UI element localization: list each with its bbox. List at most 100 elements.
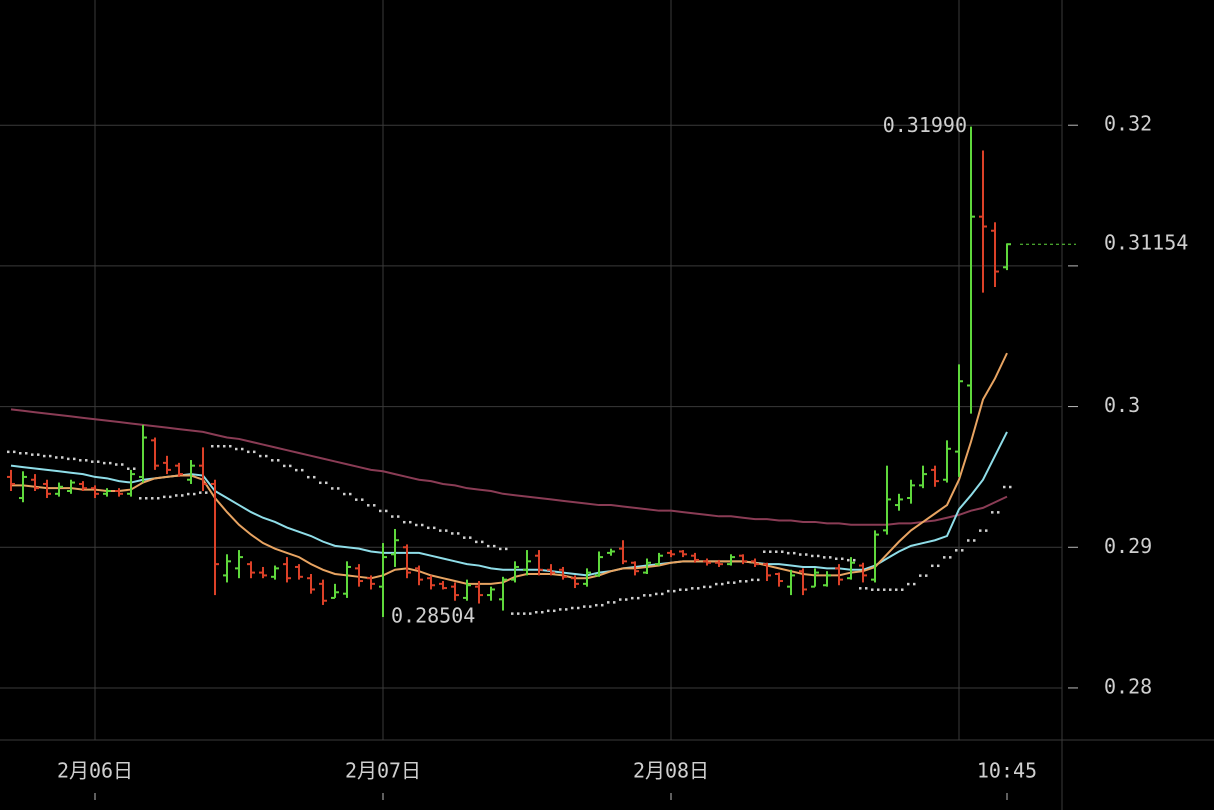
indicator-dot [571, 606, 574, 610]
indicator-dot [535, 610, 538, 614]
indicator-dot [277, 459, 280, 462]
indicator-dot [385, 509, 388, 513]
indicator-dot [13, 450, 16, 454]
indicator-dot [667, 589, 670, 593]
indicator-dot [739, 580, 742, 583]
indicator-dot [565, 608, 568, 611]
indicator-dot [991, 511, 994, 514]
indicator-dot [259, 454, 262, 458]
indicator-dot [985, 529, 988, 532]
indicator-dot [589, 605, 592, 608]
indicator-dot [859, 587, 862, 590]
indicator-dot [619, 598, 622, 601]
indicator-dot [895, 588, 898, 591]
indicator-dot [409, 520, 412, 524]
indicator-dot [313, 475, 316, 479]
indicator-dot [493, 544, 496, 548]
indicator-dot [145, 497, 148, 500]
indicator-dot [793, 551, 796, 555]
indicator-dot [775, 550, 778, 553]
indicator-dot [883, 588, 886, 591]
indicator-dot [91, 460, 94, 463]
indicator-dot [367, 504, 370, 507]
indicator-dot [115, 463, 118, 466]
indicator-dot [781, 550, 784, 553]
indicator-dot [1009, 485, 1012, 489]
indicator-dot [379, 509, 382, 513]
indicator-dot [271, 459, 274, 462]
indicator-dot [421, 523, 424, 527]
x-tick-label: 2月07日 [345, 759, 421, 783]
indicator-dot [787, 551, 790, 555]
indicator-dot [1003, 485, 1006, 489]
indicator-dot [475, 540, 478, 544]
indicator-dot [529, 612, 532, 615]
indicator-dot [283, 464, 286, 468]
y-tick-label: 0.32 [1104, 112, 1152, 136]
indicator-dot [547, 609, 550, 613]
indicator-dot [397, 515, 400, 518]
x-tick-label: 2月06日 [57, 759, 133, 783]
indicator-dot [43, 454, 46, 458]
indicator-dot [229, 444, 232, 448]
indicator-dot [847, 558, 850, 562]
indicator-dot [61, 456, 64, 459]
indicator-dot [199, 491, 202, 494]
indicator-dot [373, 504, 376, 507]
indicator-dot [7, 450, 10, 454]
indicator-dot [919, 574, 922, 577]
indicator-dot [403, 520, 406, 524]
indicator-dot [769, 550, 772, 553]
indicator-dot [979, 529, 982, 532]
indicator-dot [139, 497, 142, 500]
indicator-dot [643, 594, 646, 597]
indicator-dot [337, 487, 340, 490]
indicator-dot [169, 495, 172, 499]
indicator-dot [331, 487, 334, 490]
indicator-dot [805, 553, 808, 556]
indicator-dot [817, 554, 820, 558]
indicator-dot [79, 459, 82, 462]
indicator-dot [943, 556, 946, 559]
indicator-dot [691, 587, 694, 590]
indicator-dot [559, 608, 562, 611]
indicator-dot [487, 544, 490, 548]
indicator-dot [325, 481, 328, 485]
indicator-dot [49, 454, 52, 458]
indicator-dot [601, 603, 604, 607]
indicator-dot [973, 539, 976, 542]
indicator-dot [625, 598, 628, 601]
indicator-dot [595, 603, 598, 607]
indicator-dot [295, 468, 298, 472]
indicator-dot [205, 491, 208, 494]
indicator-dot [307, 475, 310, 479]
x-tick-label: 10:45 [977, 759, 1037, 783]
indicator-dot [97, 460, 100, 463]
indicator-dot [361, 498, 364, 501]
indicator-dot [157, 497, 160, 500]
indicator-dot [19, 452, 22, 455]
indicator-dot [607, 601, 610, 604]
indicator-dot [481, 540, 484, 544]
indicator-dot [715, 582, 718, 586]
indicator-dot [967, 539, 970, 542]
indicator-dot [913, 582, 916, 586]
indicator-dot [949, 556, 952, 559]
indicator-dot [211, 444, 214, 448]
indicator-dot [85, 459, 88, 462]
indicator-dot [799, 553, 802, 556]
indicator-line [10, 408, 1008, 526]
indicator-dot [217, 444, 220, 448]
indicator-dot [247, 450, 250, 454]
y-tick-label: 0.29 [1104, 534, 1152, 558]
indicator-dot [733, 581, 736, 584]
indicator-dot [553, 609, 556, 613]
indicator-dot [163, 495, 166, 499]
indicator-dot [721, 582, 724, 586]
indicator-dot [613, 601, 616, 604]
indicator-line [11, 352, 1008, 585]
indicator-dot [187, 492, 190, 496]
indicator-dot [841, 557, 844, 561]
indicator-dot [451, 532, 454, 535]
indicator-dot [505, 547, 508, 551]
